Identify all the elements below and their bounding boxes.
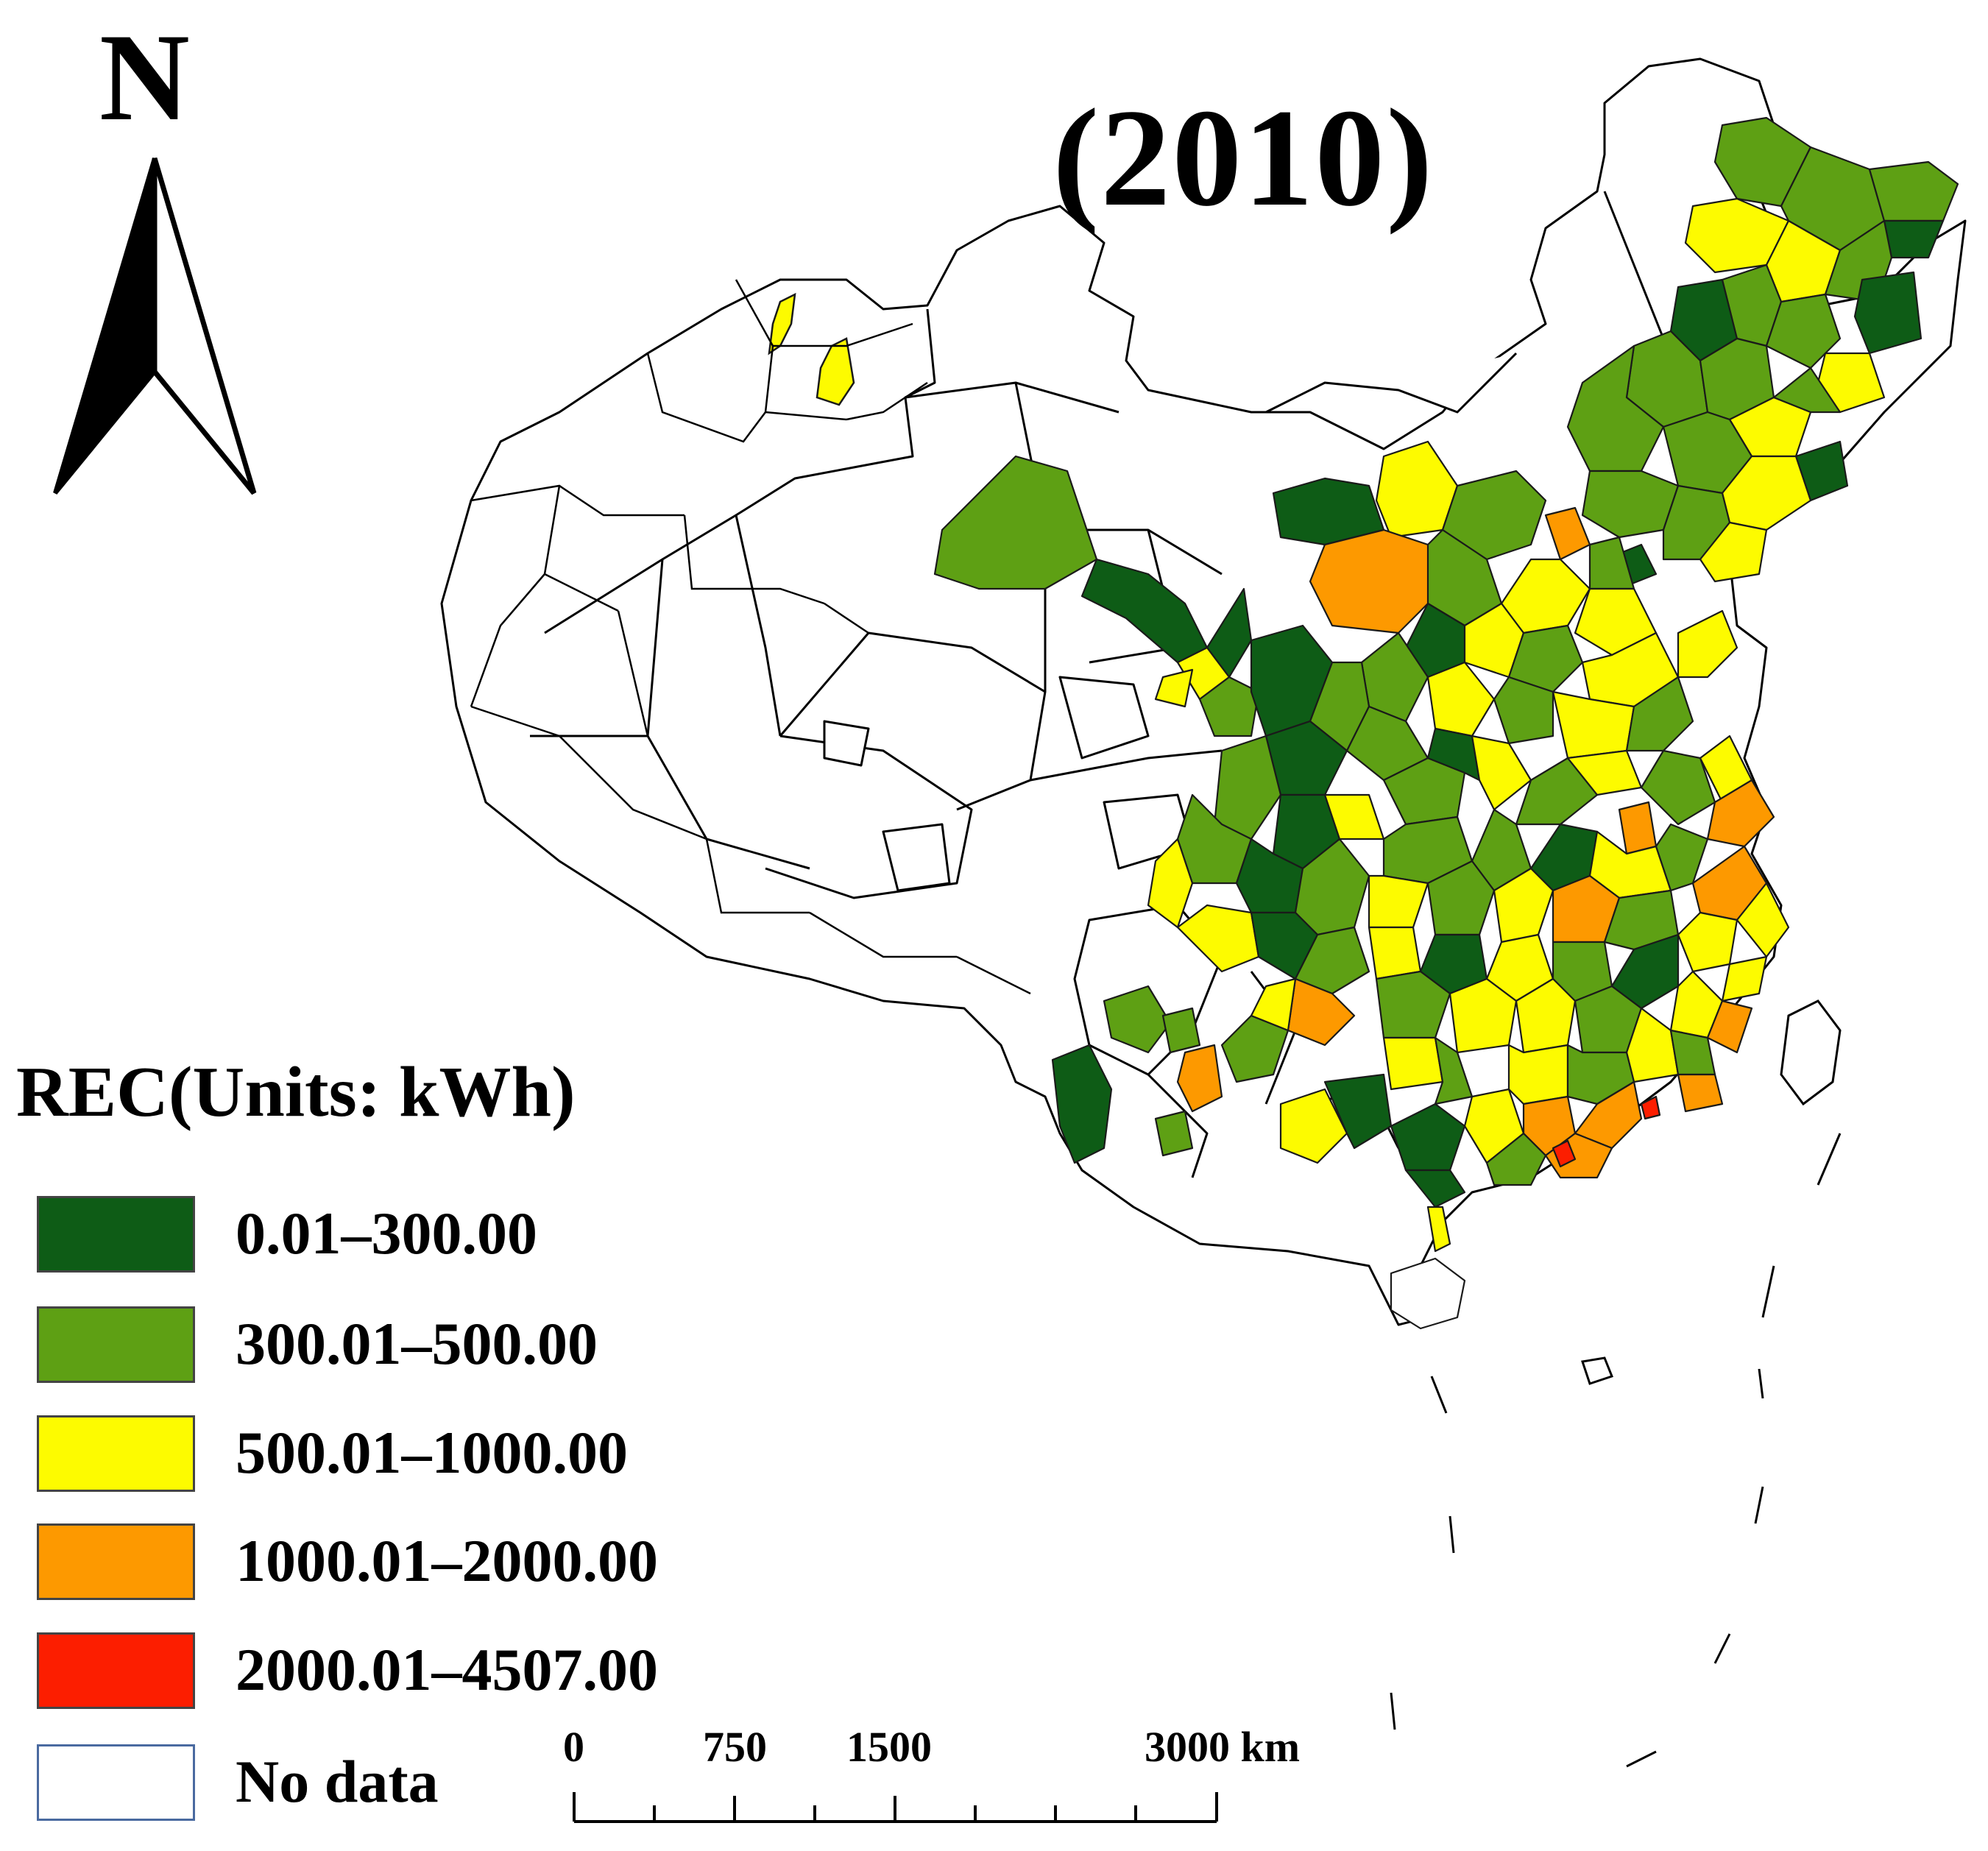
legend-label: 2000.01–4507.00 bbox=[236, 1636, 658, 1703]
map-title: (2010) bbox=[1053, 81, 1435, 236]
scale-label: 750 bbox=[703, 1723, 767, 1771]
islands bbox=[1581, 999, 1842, 1385]
scale-label: 3000 km bbox=[1145, 1723, 1301, 1771]
legend-item: 0.01–300.00 bbox=[37, 1196, 773, 1277]
scale-label: 0 bbox=[563, 1723, 584, 1771]
legend-swatch bbox=[37, 1523, 195, 1600]
legend-label: 300.01–500.00 bbox=[236, 1310, 598, 1377]
legend-item: 2000.01–4507.00 bbox=[37, 1632, 773, 1713]
legend-item: 1000.01–2000.00 bbox=[37, 1523, 773, 1604]
northwest-patches bbox=[768, 292, 855, 406]
choropleth-regions bbox=[933, 116, 1959, 1330]
legend-swatch bbox=[37, 1632, 195, 1709]
legend-swatch bbox=[37, 1744, 195, 1821]
legend-swatch bbox=[37, 1415, 195, 1492]
legend-label: 500.01–1000.00 bbox=[236, 1419, 628, 1486]
scale-label: 1500 bbox=[846, 1723, 932, 1771]
north-label: N bbox=[99, 8, 190, 146]
legend-title: REC(Units: kWh) bbox=[16, 1052, 576, 1132]
legend-label: 1000.01–2000.00 bbox=[236, 1527, 658, 1594]
legend-item: 300.01–500.00 bbox=[37, 1306, 773, 1387]
legend-item: No data bbox=[37, 1744, 773, 1825]
legend-label: No data bbox=[236, 1748, 439, 1815]
legend-swatch bbox=[37, 1306, 195, 1383]
scale-bar bbox=[573, 1792, 1218, 1823]
west-admin-lines bbox=[470, 279, 1031, 995]
legend-label: 0.01–300.00 bbox=[236, 1200, 537, 1267]
north-arrow-icon bbox=[53, 158, 257, 495]
legend-item: 500.01–1000.00 bbox=[37, 1415, 773, 1496]
legend-swatch bbox=[37, 1196, 195, 1273]
south-sea-dashes bbox=[1390, 1133, 1842, 1768]
